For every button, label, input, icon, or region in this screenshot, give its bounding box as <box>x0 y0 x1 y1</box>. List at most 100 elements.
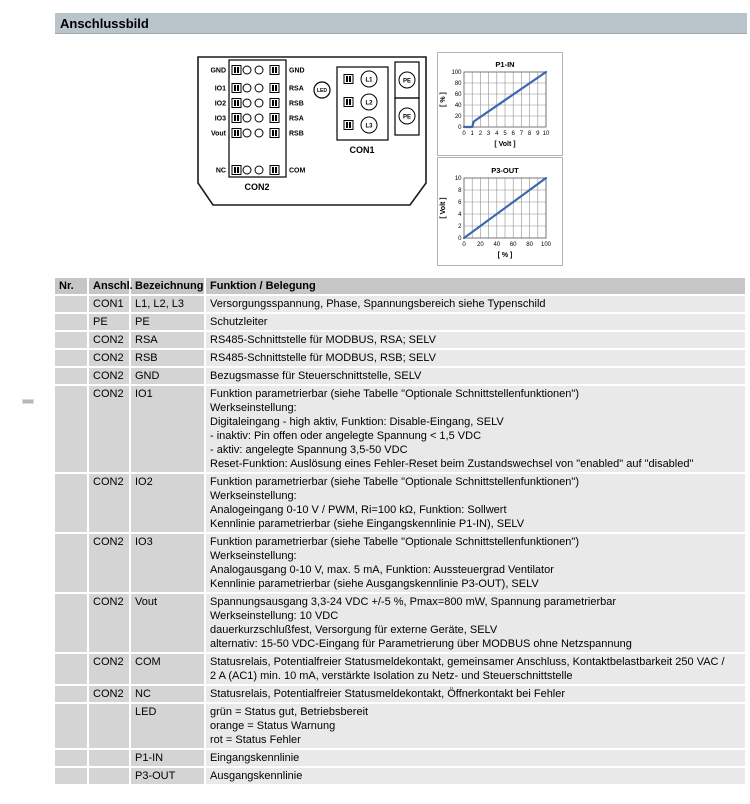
y-tick-label: 2 <box>458 224 462 230</box>
funktion-line: Werkseinstellung: 10 VDC <box>210 610 339 622</box>
y-tick-label: 60 <box>455 92 462 98</box>
contact-circle-icon <box>254 128 264 138</box>
contact-circle-icon <box>254 113 264 123</box>
con2-right-label: RSA <box>289 116 304 123</box>
pe-icon <box>398 71 416 89</box>
table-row: CON2 GND Bezugsmasse für Steuerschnittstel… <box>55 368 745 384</box>
cell-nr <box>55 350 87 366</box>
cell-nr <box>55 534 87 592</box>
phase-label: L2 <box>365 101 373 107</box>
y-tick-label: 20 <box>455 114 462 120</box>
p3-out-plot: 0 20 40 60 80 100 0 2 4 6 8 10 P3-OUT [ % ] [ Volt ] <box>440 166 552 259</box>
funktion-line: - aktiv: angelegte Spannung 3,5-50 VDC <box>210 444 408 456</box>
x-tick-label: 9 <box>536 131 540 137</box>
cell-bezeichnung: P1-IN <box>131 750 204 766</box>
x-tick-label: 20 <box>477 242 484 248</box>
con2-right-label: RSA <box>289 86 304 93</box>
table-row: CON2 COM Statusrelais, Potentialfreier Sta… <box>55 654 745 684</box>
section-title: Anschlussbild <box>60 15 149 31</box>
pe-label: PE <box>403 115 411 121</box>
y-tick-label: 10 <box>455 176 462 182</box>
cell-funktion: Eingangskennlinie <box>206 750 745 766</box>
cell-anschl: CON2 <box>89 386 129 472</box>
y-axis-label: [ Volt ] <box>440 197 447 218</box>
con2-left-label: GND <box>210 68 226 75</box>
cell-bezeichnung: L1, L2, L3 <box>131 296 204 312</box>
cell-bezeichnung: GND <box>131 368 204 384</box>
phase-circle-icon <box>360 70 378 88</box>
x-tick-label: 6 <box>512 131 516 137</box>
cell-bezeichnung: COM <box>131 654 204 684</box>
funktion-line: grün = Status gut, Betriebsbereit <box>210 706 369 718</box>
contact-circle-icon <box>254 65 264 75</box>
cell-anschl: CON2 <box>89 686 129 702</box>
funktion-line: Reset-Funktion: Auslösung eines Fehler-R… <box>210 458 694 470</box>
y-axis-label: [ % ] <box>440 92 447 107</box>
funktion-line: RS485-Schnittstelle für MODBUS, RSA; SEL… <box>210 334 436 346</box>
x-tick-label: 3 <box>487 131 491 137</box>
cell-nr <box>55 750 87 766</box>
terminal-icon <box>269 65 280 75</box>
cell-bezeichnung: IO3 <box>131 534 204 592</box>
cell-anschl: CON2 <box>89 654 129 684</box>
table-row: PE PE Schutzleiter <box>55 314 745 330</box>
funktion-line: Digitaleingang - high aktiv, Funktion: D… <box>210 416 504 428</box>
column-header-anschl-: Anschl. <box>89 278 133 294</box>
cell-nr <box>55 296 87 312</box>
phase-circle-icon <box>360 116 378 134</box>
terminal-icon <box>343 120 354 130</box>
cell-funktion: Schutzleiter <box>206 314 745 330</box>
terminal-icon <box>269 128 280 138</box>
cell-nr <box>55 474 87 532</box>
cell-anschl: CON1 <box>89 296 129 312</box>
cell-funktion: Ausgangskennlinie <box>206 768 745 784</box>
cell-anschl: CON2 <box>89 350 129 366</box>
x-tick-label: 4 <box>495 131 499 137</box>
cell-anschl <box>89 704 129 748</box>
table-row: LED grün = Status gut, Betriebsbereit oran… <box>55 704 745 748</box>
column-header-nr-: Nr. <box>55 278 87 294</box>
chart-p3-out: 0 20 40 60 80 100 0 2 4 6 8 10 P3-OUT [ % ] [ Volt ] <box>437 157 563 266</box>
pe-block: PE PE <box>394 61 420 136</box>
table-row: CON2 RSB RS485-Schnittstelle für MODBUS, R… <box>55 350 745 366</box>
x-tick-label: 10 <box>543 131 550 137</box>
funktion-line: Werkseinstellung: <box>210 490 297 502</box>
con2-left-label: IO3 <box>215 116 226 123</box>
funktion-line: Versorgungsspannung, Phase, Spannungsber… <box>210 298 546 310</box>
table-header-row: Nr. Anschl. Bezeichnung Funktion / Belegung <box>55 278 745 294</box>
device-outline-drawing: GND GND IO1 RSA IO2 RSB IO3 RSA Vout RSB NC COM CON2… <box>197 56 427 206</box>
terminal-icon <box>231 128 242 138</box>
led-label: LED <box>317 88 327 94</box>
funktion-line: Analogeingang 0-10 V / PWM, Ri=100 kΩ, F… <box>210 504 507 516</box>
con2-left-label: IO2 <box>215 101 226 108</box>
x-tick-label: 40 <box>493 242 500 248</box>
chart-p1-in: 0 1 2 3 4 5 6 7 8 9 10 0 20 40 60 80 100 P1-IN[ Volt ][ %… <box>437 52 563 156</box>
table-row: CON1 L1, L2, L3 Versorgungsspannung, Phase… <box>55 296 745 312</box>
terminal-icon <box>231 83 242 93</box>
cell-funktion: RS485-Schnittstelle für MODBUS, RSA; SEL… <box>206 332 745 348</box>
device-housing-outline <box>197 56 427 206</box>
phase-label: L1 <box>365 78 373 84</box>
funktion-line: Statusrelais, Potentialfreier Statusmeld… <box>210 656 725 668</box>
contact-circle-icon <box>242 98 252 108</box>
x-tick-label: 7 <box>520 131 524 137</box>
chart-title: P3-OUT <box>491 166 519 175</box>
chart-title: P1-IN <box>495 60 514 69</box>
x-tick-label: 8 <box>528 131 532 137</box>
cell-nr <box>55 704 87 748</box>
funktion-line: rot = Status Fehler <box>210 734 301 746</box>
funktion-line: Werkseinstellung: <box>210 550 297 562</box>
cell-funktion: Funktion parametrierbar (siehe Tabelle "… <box>206 534 745 592</box>
led-icon <box>313 81 331 99</box>
contact-circle-icon <box>254 165 264 175</box>
terminal-icon <box>269 83 280 93</box>
x-tick-label: 80 <box>526 242 533 248</box>
column-header-bezeichnung: Bezeichnung <box>131 278 204 294</box>
funktion-line: Analogausgang 0-10 V, max. 5 mA, Funktio… <box>210 564 554 576</box>
funktion-line: Funktion parametrierbar (siehe Tabelle "… <box>210 536 579 548</box>
cell-funktion: Funktion parametrierbar (siehe Tabelle "… <box>206 474 745 532</box>
cell-nr <box>55 768 87 784</box>
x-tick-label: 5 <box>503 131 507 137</box>
